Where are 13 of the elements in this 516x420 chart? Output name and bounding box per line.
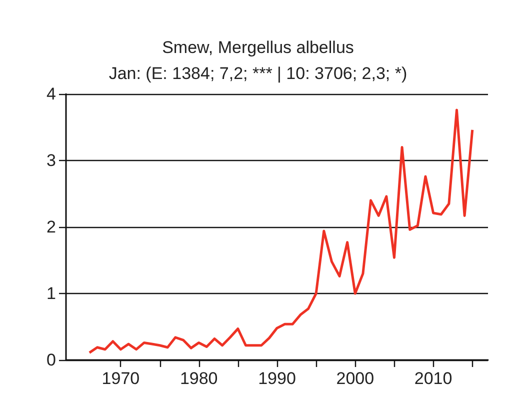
x-tick-label: 2010 [414,369,452,388]
y-tick-label: 3 [46,151,56,170]
x-tick-label: 1970 [102,369,140,388]
y-tick-label: 0 [46,350,56,370]
y-tick-label: 2 [46,218,56,236]
y-tick-label: 1 [46,284,56,303]
x-tick-label: 2000 [336,369,374,388]
y-tick-label: 4 [46,84,56,104]
chart-title: Smew, Mergellus albellus [162,38,354,57]
x-tick-label: 1980 [180,369,218,388]
line-series [88,108,474,354]
chart-subtitle: Jan: (E: 1384; 7,2; *** | 10: 3706; 2,3; *) [108,64,408,83]
x-tick-label: 1990 [258,369,296,388]
